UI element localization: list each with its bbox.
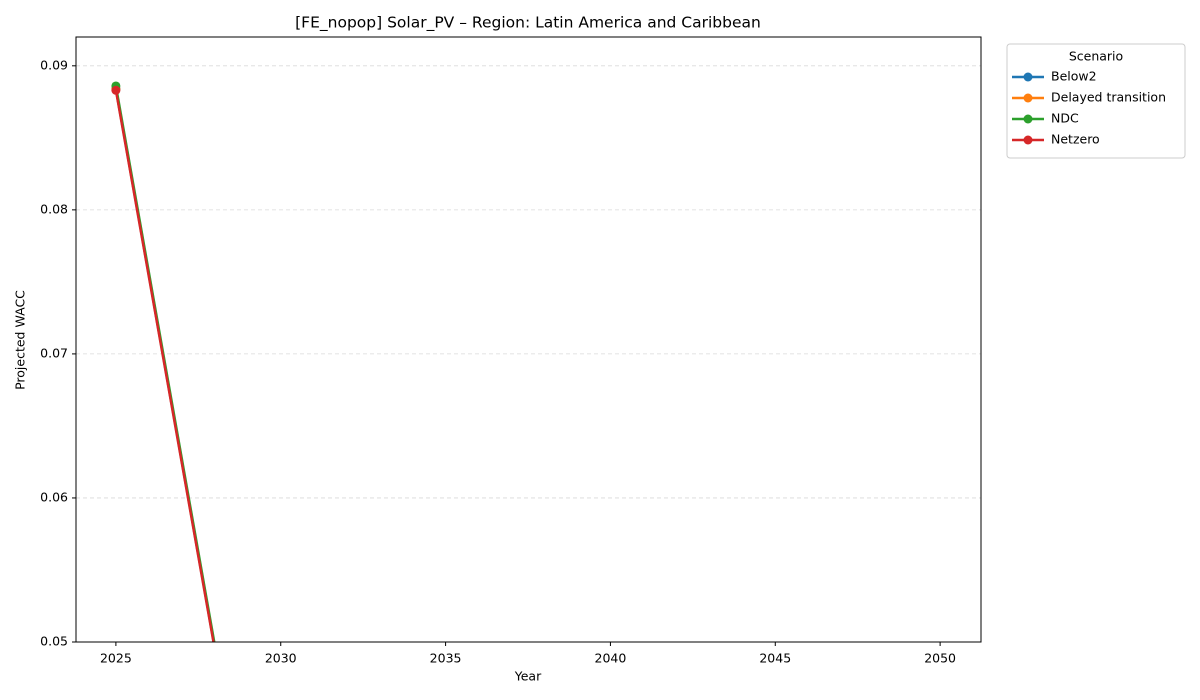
series-line — [114, 88, 215, 642]
x-tick-label: 2040 — [595, 651, 627, 666]
y-tick-label: 0.06 — [40, 489, 68, 504]
legend-label: Delayed transition — [1051, 90, 1166, 105]
legend-label: Below2 — [1051, 69, 1097, 84]
grid — [76, 65, 981, 643]
series-line — [114, 85, 216, 642]
x-tick-label: 2035 — [430, 651, 462, 666]
chart-title: [FE_nopop] Solar_PV – Region: Latin Amer… — [295, 14, 761, 33]
legend-label: NDC — [1051, 111, 1079, 126]
y-tick-label: 0.08 — [40, 201, 68, 216]
plot-area — [111, 81, 216, 642]
legend-marker — [1023, 72, 1033, 82]
legend-marker — [1023, 93, 1033, 103]
x-tick-label: 2025 — [100, 651, 132, 666]
legend: Scenario Below2 Delayed transition NDC Netze… — [1006, 43, 1186, 159]
series-line — [114, 90, 215, 642]
x-tick-label: 2045 — [759, 651, 791, 666]
x-axis-label: Year — [514, 669, 542, 684]
legend-label: Netzero — [1051, 132, 1100, 147]
x-tick-label: 2030 — [265, 651, 297, 666]
plot-frame — [75, 36, 982, 643]
y-tick-label: 0.07 — [40, 345, 68, 360]
legend-box — [1006, 43, 1186, 159]
axes: 0.05 0.06 0.07 0.08 0.09 2025 2030 2035 2040 2045… — [40, 57, 956, 665]
legend-marker — [1023, 114, 1033, 124]
legend-title: Scenario — [1069, 49, 1123, 64]
point — [111, 85, 121, 95]
y-axis-label: Projected WACC — [13, 290, 28, 390]
series-line — [114, 88, 215, 642]
x-tick-label: 2050 — [924, 651, 956, 666]
y-tick-label: 0.09 — [40, 57, 68, 72]
legend-marker — [1023, 135, 1033, 145]
y-tick-label: 0.05 — [40, 634, 68, 649]
